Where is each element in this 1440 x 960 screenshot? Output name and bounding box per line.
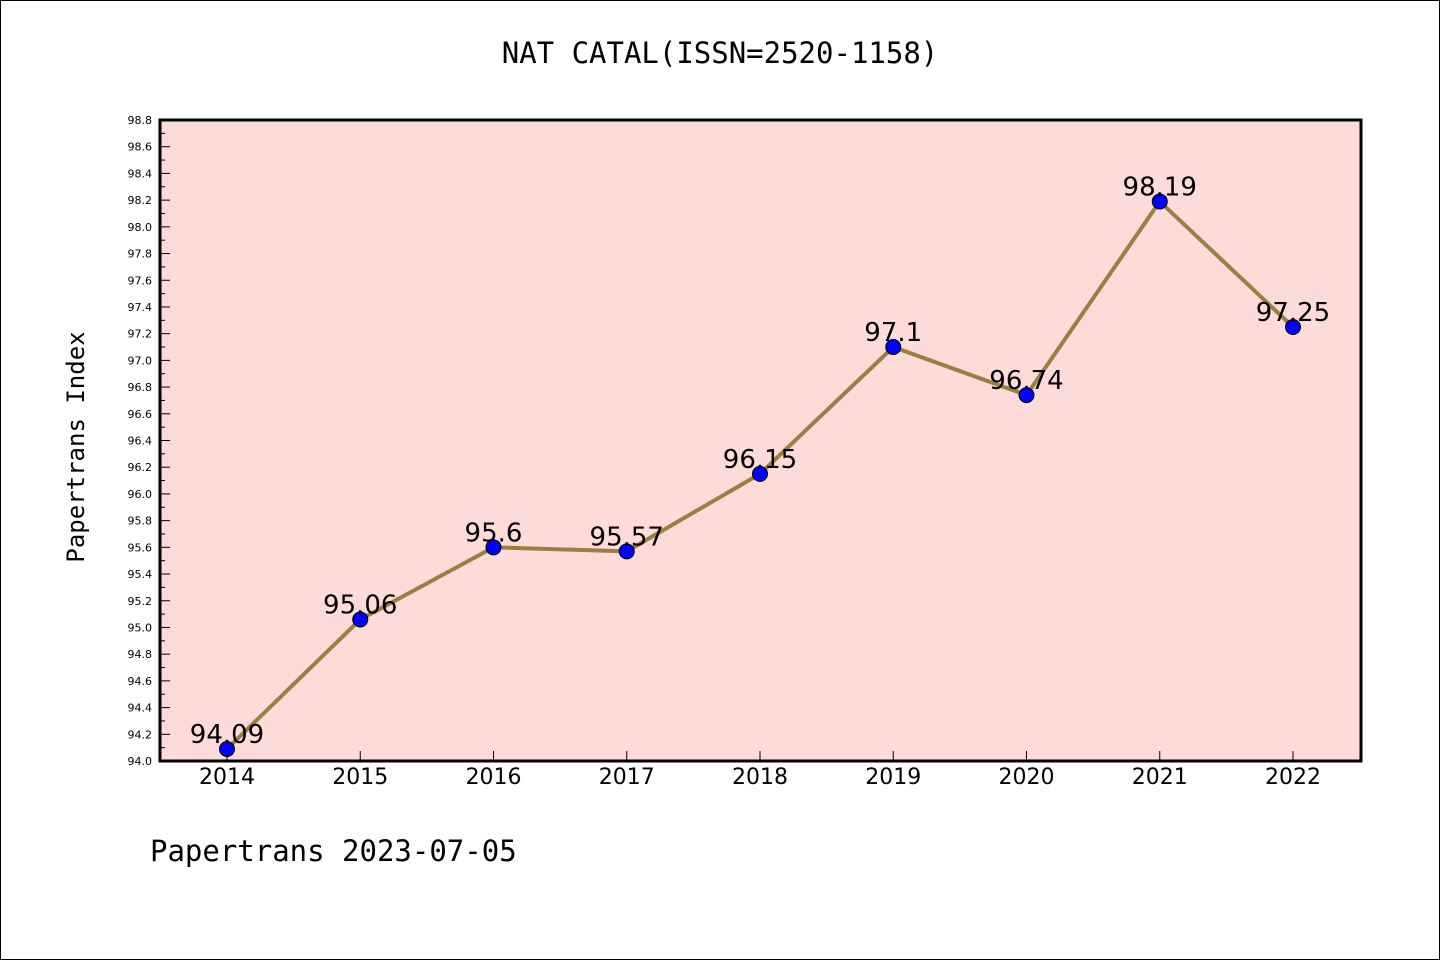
data-label: 97.1 bbox=[864, 318, 922, 348]
data-point bbox=[1151, 193, 1168, 210]
x-tick-label: 2014 bbox=[199, 765, 255, 790]
data-point bbox=[485, 539, 502, 556]
y-tick-label: 98.6 bbox=[128, 141, 153, 154]
y-tick-label: 96.8 bbox=[128, 381, 153, 394]
y-tick-label: 97.0 bbox=[128, 354, 153, 367]
plot-area bbox=[158, 118, 1363, 763]
x-tick-label: 2016 bbox=[466, 765, 522, 790]
x-tick-label: 2022 bbox=[1265, 765, 1321, 790]
data-point bbox=[1018, 387, 1035, 404]
y-tick-label: 94.8 bbox=[128, 648, 153, 661]
x-tick-label: 2017 bbox=[599, 765, 655, 790]
y-tick-label: 97.4 bbox=[128, 301, 153, 314]
y-tick-label: 95.6 bbox=[128, 541, 153, 554]
y-tick-label: 94.6 bbox=[128, 675, 153, 688]
data-point bbox=[1285, 318, 1301, 335]
y-tick-label: 98.8 bbox=[128, 114, 153, 127]
data-point bbox=[352, 611, 369, 628]
y-tick-label: 96.4 bbox=[128, 435, 153, 448]
y-axis: 94.0 94.2 94.4 94.6 94.8 95.0 95.2 95.4 95.6 95.8… bbox=[128, 114, 170, 768]
y-tick-label: 97.8 bbox=[128, 248, 153, 261]
x-tick-label: 2019 bbox=[865, 765, 921, 790]
data-label: 95.06 bbox=[323, 590, 397, 620]
y-tick-label: 98.4 bbox=[128, 167, 153, 180]
y-tick-label: 97.6 bbox=[128, 274, 153, 287]
data-label: 97.25 bbox=[1256, 298, 1330, 328]
y-tick-label: 95.4 bbox=[128, 568, 153, 581]
data-point bbox=[885, 339, 902, 356]
data-label: 94.09 bbox=[190, 720, 264, 750]
x-tick-label: 2020 bbox=[999, 765, 1055, 790]
footer-text: Papertrans 2023-07-05 bbox=[150, 834, 517, 868]
data-label: 95.57 bbox=[590, 522, 664, 552]
x-tick-label: 2015 bbox=[332, 765, 388, 790]
y-tick-label: 94.2 bbox=[128, 728, 153, 741]
y-tick-label: 98.2 bbox=[128, 194, 153, 207]
chart-title: NAT CATAL(ISSN=2520-1158) bbox=[501, 36, 939, 70]
data-point bbox=[618, 543, 635, 560]
data-label: 96.15 bbox=[723, 445, 797, 475]
y-tick-label: 94.4 bbox=[128, 702, 153, 715]
y-tick-label: 95.0 bbox=[128, 621, 153, 634]
y-tick-label: 94.0 bbox=[128, 755, 153, 768]
y-axis-label: Papertrans Index bbox=[62, 331, 90, 562]
data-label: 98.19 bbox=[1123, 172, 1197, 202]
y-tick-label: 97.2 bbox=[128, 328, 153, 341]
data-point bbox=[752, 465, 768, 482]
data-label: 96.74 bbox=[989, 366, 1063, 396]
data-label: 95.6 bbox=[465, 518, 523, 548]
y-tick-label: 96.6 bbox=[128, 408, 153, 421]
data-point bbox=[219, 740, 235, 757]
y-tick-label: 98.0 bbox=[128, 221, 153, 234]
y-tick-label: 96.2 bbox=[128, 461, 153, 474]
x-tick-label: 2018 bbox=[732, 765, 788, 790]
y-tick-label: 96.0 bbox=[128, 488, 153, 501]
series-group: 94.09 95.06 95.6 95.57 96.15 97.1 96.74 98.19 97… bbox=[190, 172, 1330, 757]
y-tick-label: 95.8 bbox=[128, 515, 153, 528]
y-tick-label: 95.2 bbox=[128, 595, 153, 608]
x-tick-label: 2021 bbox=[1132, 765, 1188, 790]
x-axis: 2014 2015 2016 2017 2018 2019 2020 2021 2022 bbox=[199, 751, 1321, 790]
